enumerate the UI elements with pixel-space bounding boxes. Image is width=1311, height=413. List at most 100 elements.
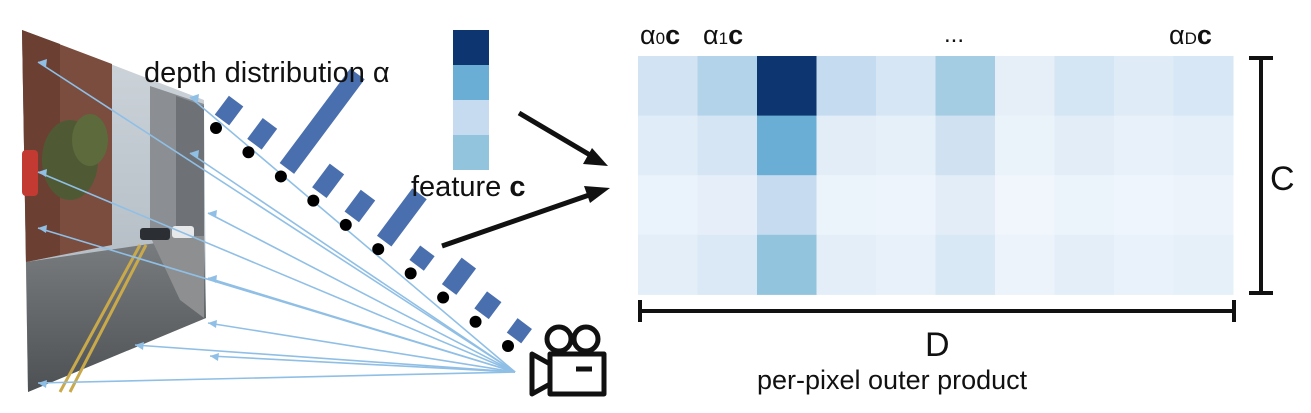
camera-ray bbox=[189, 152, 516, 373]
ray-arrowhead bbox=[208, 275, 217, 283]
depth-bar bbox=[214, 95, 244, 126]
grid-cell bbox=[995, 56, 1055, 117]
grid-cell bbox=[1114, 115, 1174, 176]
depth-distribution-label: depth distribution α bbox=[144, 57, 390, 89]
grid-cell bbox=[876, 175, 936, 236]
grid-cell bbox=[638, 175, 698, 236]
depth-sample-point bbox=[339, 218, 352, 231]
depth-bar bbox=[247, 118, 278, 150]
grid-cell bbox=[697, 56, 758, 117]
depth-sample-point bbox=[274, 170, 287, 183]
grid-cell bbox=[816, 175, 877, 236]
feature-cell bbox=[453, 30, 489, 65]
camera-rays bbox=[37, 59, 516, 388]
grid-cell bbox=[697, 115, 758, 176]
feature-cell bbox=[453, 65, 489, 100]
feature-symbol: c bbox=[509, 171, 525, 203]
grid-cell bbox=[1114, 56, 1174, 117]
grid-cell bbox=[1173, 234, 1234, 295]
column-label-last: αDc bbox=[1169, 20, 1212, 50]
grid-cell bbox=[757, 115, 817, 176]
grid-cell bbox=[816, 115, 877, 176]
grid-cell bbox=[935, 115, 996, 176]
camera-ray bbox=[37, 371, 516, 384]
grid-cell bbox=[697, 175, 758, 236]
grid-cell bbox=[935, 175, 996, 236]
grid-cell bbox=[876, 234, 936, 295]
ray-arrowhead bbox=[38, 59, 47, 67]
camera-ray bbox=[189, 96, 516, 373]
ray-arrowhead bbox=[38, 225, 47, 233]
camera-icon bbox=[529, 324, 607, 397]
ray-arrowhead bbox=[190, 94, 199, 102]
camera-ray bbox=[134, 344, 516, 373]
grid-cell bbox=[1114, 234, 1174, 295]
grid-cell bbox=[638, 115, 698, 176]
ray-arrowhead bbox=[208, 210, 217, 218]
depth-sample-point bbox=[242, 146, 255, 159]
depth-sample-point bbox=[307, 194, 320, 207]
depth-sample-point bbox=[502, 340, 514, 352]
depth-bar bbox=[474, 291, 502, 320]
feature-label: feature c bbox=[411, 171, 525, 203]
grid-cell bbox=[1114, 175, 1174, 236]
depth-bar bbox=[441, 257, 477, 295]
dimension-c-bracket bbox=[1249, 56, 1273, 295]
grid-cell bbox=[816, 234, 877, 295]
depth-bar bbox=[506, 318, 532, 344]
grid-cell bbox=[1173, 56, 1234, 117]
ray-arrowhead bbox=[210, 353, 219, 361]
grid-cell bbox=[876, 56, 936, 117]
dimension-c-label: C bbox=[1270, 160, 1295, 198]
depth-sample-points bbox=[210, 122, 514, 352]
grid-cell bbox=[995, 175, 1055, 236]
grid-cell bbox=[757, 234, 817, 295]
grid-cell bbox=[757, 56, 817, 117]
outer-product-grid bbox=[638, 56, 1234, 295]
grid-cell bbox=[1173, 175, 1234, 236]
ray-arrowhead bbox=[135, 342, 144, 350]
depth-bar bbox=[279, 68, 365, 174]
ray-arrowhead bbox=[38, 380, 47, 388]
column-label-first: α0c bbox=[640, 20, 680, 50]
ray-arrowhead bbox=[190, 150, 199, 158]
grid-cell bbox=[995, 234, 1055, 295]
depth-sample-point bbox=[404, 267, 417, 280]
caption: per-pixel outer product bbox=[757, 365, 1028, 395]
feature-cell bbox=[453, 100, 489, 135]
grid-cell bbox=[935, 234, 996, 295]
depth-bar bbox=[312, 163, 345, 199]
grid-cell bbox=[1173, 115, 1234, 176]
input-arrows bbox=[441, 110, 610, 249]
ray-arrowhead bbox=[38, 169, 47, 177]
grid-cell bbox=[638, 56, 698, 117]
column-label-second: α1c bbox=[703, 20, 743, 50]
depth-bar bbox=[344, 189, 376, 223]
grid-cell bbox=[638, 234, 698, 295]
feature-vector bbox=[453, 30, 489, 170]
grid-cell bbox=[1054, 115, 1115, 176]
grid-cell bbox=[697, 234, 758, 295]
feature-cell bbox=[453, 135, 489, 170]
grid-cell bbox=[876, 115, 936, 176]
depth-sample-point bbox=[469, 315, 482, 328]
depth-bar bbox=[409, 245, 435, 271]
grid-cell bbox=[1054, 175, 1115, 236]
camera-ray bbox=[209, 355, 516, 373]
grid-cell bbox=[935, 56, 996, 117]
grid-cell bbox=[1054, 234, 1115, 295]
grid-cell bbox=[1054, 56, 1115, 117]
grid-cell bbox=[757, 175, 817, 236]
camera-image bbox=[22, 30, 206, 393]
depth-sample-point bbox=[437, 291, 450, 304]
dimension-d-label: D bbox=[925, 326, 950, 364]
camera-ray bbox=[207, 212, 516, 373]
camera-ray bbox=[207, 322, 516, 373]
dimension-d-bracket bbox=[638, 300, 1236, 322]
grid-cell bbox=[995, 115, 1055, 176]
depth-sample-point bbox=[372, 243, 385, 256]
depth-distribution-bars bbox=[214, 68, 532, 344]
camera-ray bbox=[37, 171, 516, 373]
grid-cell bbox=[816, 56, 877, 117]
